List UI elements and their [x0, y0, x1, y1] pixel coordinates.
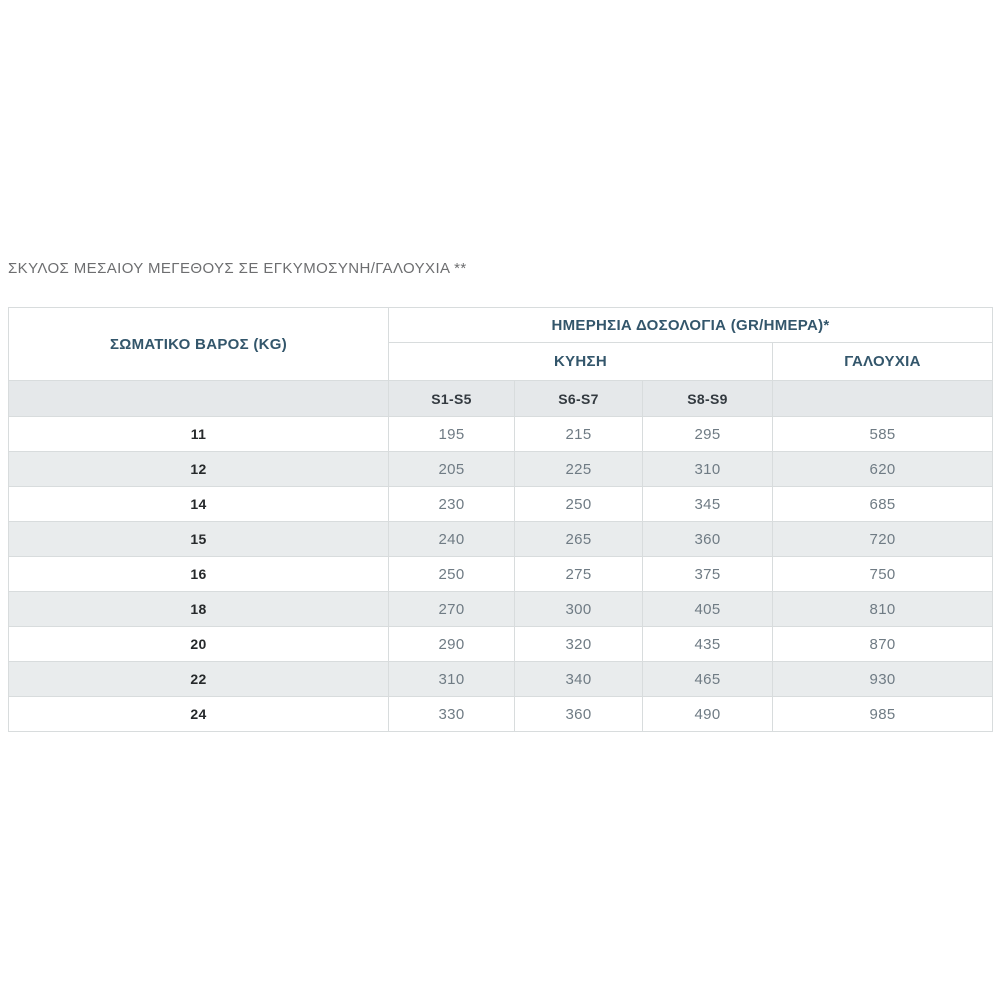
dose-cell-s8-s9: 295	[642, 416, 773, 452]
dose-cell-s6-s7: 265	[514, 521, 643, 557]
stage-header-s1-s5: S1-S5	[388, 380, 515, 417]
weight-cell: 24	[8, 696, 389, 732]
stage-empty-cell	[8, 380, 389, 417]
stage-empty-cell	[771, 380, 994, 417]
weight-cell: 20	[8, 626, 389, 662]
daily-dose-header-cell: ΗΜΕΡΗΣΙΑ ΔΟΣΟΛΟΓΙΑ (GR/ΗΜΕΡΑ)*	[387, 307, 994, 343]
table-row: 15 240 265 360 720	[8, 521, 994, 557]
dose-cell-s1-s5: 330	[388, 696, 515, 732]
lactation-header-cell: ΓΑΛΟΥΧΙΑ	[771, 342, 994, 381]
dose-cell-s6-s7: 250	[514, 486, 643, 522]
dose-cell-lactation: 720	[771, 521, 994, 557]
weight-cell: 22	[8, 661, 389, 697]
weight-cell: 15	[8, 521, 389, 557]
dose-cell-s1-s5: 310	[388, 661, 515, 697]
table-row: 14 230 250 345 685	[8, 486, 994, 522]
dose-cell-s8-s9: 435	[642, 626, 773, 662]
header-row-3: S1-S5 S6-S7 S8-S9	[8, 380, 994, 417]
dose-cell-s6-s7: 320	[514, 626, 643, 662]
gestation-header-cell: ΚΥΗΣΗ	[388, 342, 773, 381]
dose-cell-s8-s9: 490	[642, 696, 773, 732]
dose-cell-s8-s9: 465	[642, 661, 773, 697]
table-body: 11 195 215 295 585 12 205 225 310 620 14 230 250 345 6…	[8, 416, 994, 732]
dose-cell-lactation: 685	[771, 486, 994, 522]
weight-cell: 16	[8, 556, 389, 592]
table-row: 20 290 320 435 870	[8, 626, 994, 662]
weight-cell: 18	[8, 591, 389, 627]
dose-cell-s6-s7: 275	[514, 556, 643, 592]
table-row: 18 270 300 405 810	[8, 591, 994, 627]
table-row: 24 330 360 490 985	[8, 696, 994, 732]
dose-cell-s8-s9: 375	[642, 556, 773, 592]
dose-cell-s6-s7: 225	[514, 451, 643, 487]
dose-cell-s1-s5: 250	[388, 556, 515, 592]
dose-cell-s6-s7: 360	[514, 696, 643, 732]
dose-cell-s1-s5: 205	[388, 451, 515, 487]
stage-header-s6-s7: S6-S7	[514, 380, 643, 417]
weight-header-cell: ΣΩΜΑΤΙΚΟ ΒΑΡΟΣ (KG)	[8, 307, 389, 381]
dose-cell-s1-s5: 195	[388, 416, 515, 452]
dose-cell-lactation: 585	[771, 416, 994, 452]
dose-cell-s1-s5: 240	[388, 521, 515, 557]
weight-cell: 12	[8, 451, 389, 487]
dose-cell-s6-s7: 300	[514, 591, 643, 627]
dose-cell-s6-s7: 340	[514, 661, 643, 697]
dose-cell-lactation: 930	[771, 661, 994, 697]
table-row: 12 205 225 310 620	[8, 451, 994, 487]
dose-cell-s8-s9: 310	[642, 451, 773, 487]
dosage-table-container: ΣΩΜΑΤΙΚΟ ΒΑΡΟΣ (KG) ΗΜΕΡΗΣΙΑ ΔΟΣΟΛΟΓΙΑ (…	[8, 307, 994, 732]
dose-cell-s1-s5: 270	[388, 591, 515, 627]
stage-header-s8-s9: S8-S9	[642, 380, 773, 417]
weight-cell: 14	[8, 486, 389, 522]
dose-cell-lactation: 870	[771, 626, 994, 662]
weight-cell: 11	[8, 416, 389, 452]
dose-cell-s8-s9: 345	[642, 486, 773, 522]
dose-cell-lactation: 750	[771, 556, 994, 592]
dose-cell-lactation: 810	[771, 591, 994, 627]
dose-cell-s8-s9: 405	[642, 591, 773, 627]
dose-cell-lactation: 620	[771, 451, 994, 487]
table-row: 11 195 215 295 585	[8, 416, 994, 452]
table-header: ΣΩΜΑΤΙΚΟ ΒΑΡΟΣ (KG) ΗΜΕΡΗΣΙΑ ΔΟΣΟΛΟΓΙΑ (…	[8, 307, 994, 417]
dose-cell-s6-s7: 215	[514, 416, 643, 452]
dose-cell-s1-s5: 230	[388, 486, 515, 522]
dose-cell-s8-s9: 360	[642, 521, 773, 557]
dose-cell-lactation: 985	[771, 696, 994, 732]
page-title: ΣΚΥΛΟΣ ΜΕΣΑΙΟΥ ΜΕΓΕΘΟΥΣ ΣΕ ΕΓΚΥΜΟΣΥΝΗ/ΓΑ…	[8, 260, 467, 277]
header-row-1: ΣΩΜΑΤΙΚΟ ΒΑΡΟΣ (KG) ΗΜΕΡΗΣΙΑ ΔΟΣΟΛΟΓΙΑ (…	[8, 307, 994, 381]
table-row: 22 310 340 465 930	[8, 661, 994, 697]
header-row-2: ΚΥΗΣΗ ΓΑΛΟΥΧΙΑ	[9, 342, 994, 381]
dosage-table: ΣΩΜΑΤΙΚΟ ΒΑΡΟΣ (KG) ΗΜΕΡΗΣΙΑ ΔΟΣΟΛΟΓΙΑ (…	[8, 307, 994, 732]
table-row: 16 250 275 375 750	[8, 556, 994, 592]
dose-cell-s1-s5: 290	[388, 626, 515, 662]
